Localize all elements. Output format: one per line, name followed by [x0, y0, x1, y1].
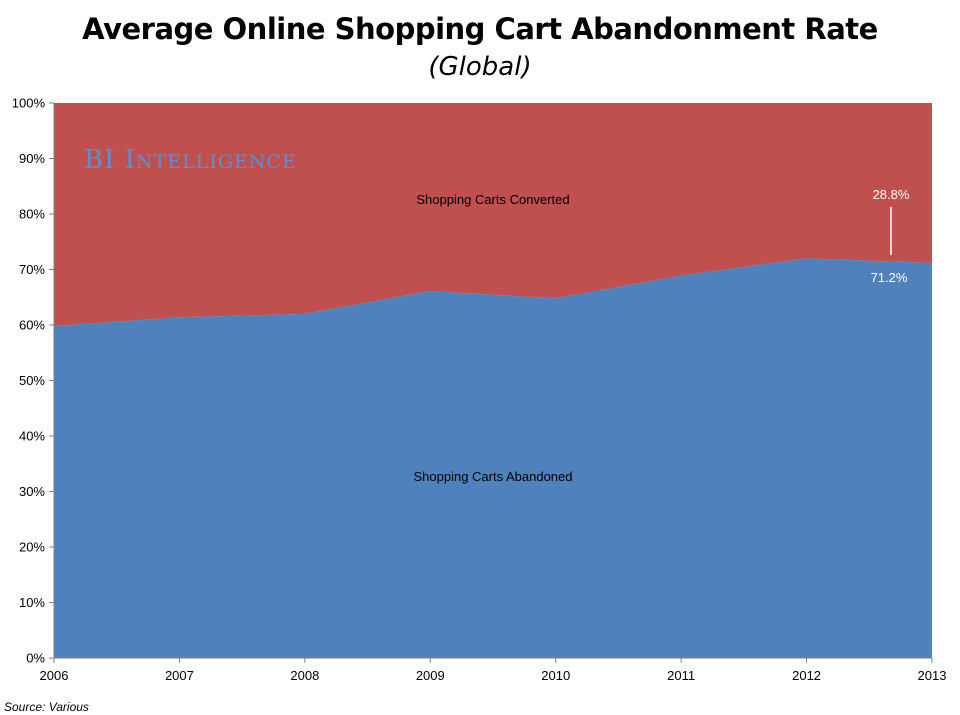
chart-subtitle: (Global): [428, 52, 532, 82]
x-tick-label: 2007: [165, 668, 194, 683]
x-tick-label: 2012: [792, 668, 821, 683]
source-note: Source: Various: [4, 700, 89, 714]
chart-title: Average Online Shopping Cart Abandonment…: [82, 12, 878, 46]
x-tick-label: 2008: [290, 668, 319, 683]
x-tick-label: 2009: [416, 668, 445, 683]
area-shopping-carts-abandoned: [54, 258, 932, 658]
series-label-abandoned: Shopping Carts Abandoned: [413, 469, 572, 484]
data-label-converted-2013: 28.8%: [873, 187, 910, 202]
chart-labels: BI INTELLIGENCE Shopping Carts Converted S…: [84, 145, 910, 484]
x-tick-label: 2010: [541, 668, 570, 683]
y-tick-label: 90%: [19, 151, 45, 166]
area-shopping-carts-converted: [54, 103, 932, 327]
y-tick-label: 100%: [12, 96, 46, 111]
x-tick-label: 2013: [918, 668, 947, 683]
y-tick-label: 60%: [19, 318, 45, 333]
y-tick-label: 80%: [19, 207, 45, 222]
series-label-converted: Shopping Carts Converted: [416, 192, 569, 207]
y-tick-label: 30%: [19, 484, 45, 499]
bi-intelligence-logo: BI INTELLIGENCE: [84, 145, 297, 175]
chart-axes: 0% 10% 20% 30% 40% 50% 60% 70% 80% 90% 100% 2006 200…: [12, 96, 947, 684]
data-label-abandoned-2013: 71.2%: [871, 270, 908, 285]
y-tick-label: 40%: [19, 429, 45, 444]
y-tick-label: 50%: [19, 373, 45, 388]
y-tick-label: 70%: [19, 262, 45, 277]
x-tick-label: 2011: [667, 668, 695, 683]
y-tick-label: 0%: [26, 651, 45, 666]
y-tick-label: 10%: [19, 595, 45, 610]
x-tick-label: 2006: [40, 668, 69, 683]
chart-areas: [54, 103, 932, 658]
y-tick-label: 20%: [19, 540, 45, 555]
